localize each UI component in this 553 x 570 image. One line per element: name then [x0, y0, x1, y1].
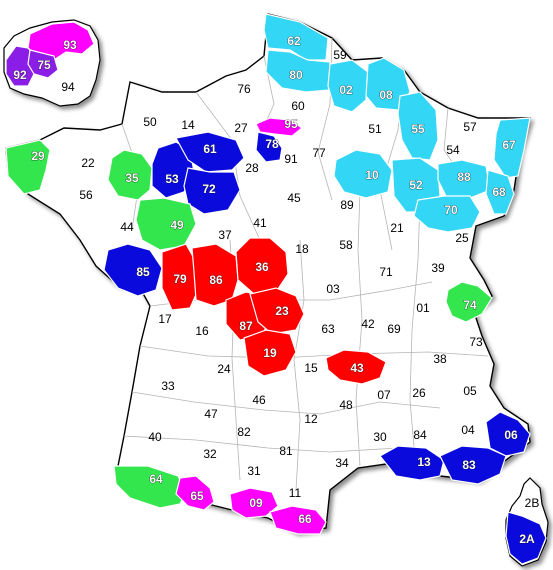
region-2A — [505, 511, 547, 565]
region-74 — [445, 281, 493, 323]
corsica — [505, 477, 549, 567]
region-88 — [437, 159, 491, 199]
region-06 — [485, 411, 531, 457]
region-13 — [379, 445, 445, 481]
region-86 — [191, 243, 239, 307]
region-29 — [5, 139, 51, 195]
region-19 — [243, 329, 297, 377]
region-64 — [113, 465, 187, 509]
region-75 — [27, 49, 59, 79]
region-78 — [255, 131, 283, 163]
region-72 — [183, 167, 241, 215]
region-67 — [493, 117, 531, 179]
region-65 — [175, 475, 215, 511]
region-66 — [269, 505, 327, 535]
region-36 — [235, 237, 289, 295]
region-10 — [333, 149, 393, 199]
region-02 — [327, 59, 369, 113]
region-23 — [249, 287, 305, 335]
region-70 — [413, 195, 481, 233]
region-68 — [485, 169, 515, 215]
region-43 — [325, 349, 387, 385]
region-61 — [175, 131, 245, 173]
region-85 — [103, 243, 163, 297]
paris-inset — [3, 19, 101, 107]
mainland-france — [5, 13, 531, 535]
region-55 — [397, 91, 439, 161]
region-79 — [161, 243, 199, 311]
region-35 — [107, 149, 153, 201]
region-95 — [255, 117, 304, 137]
region-83 — [439, 445, 507, 485]
